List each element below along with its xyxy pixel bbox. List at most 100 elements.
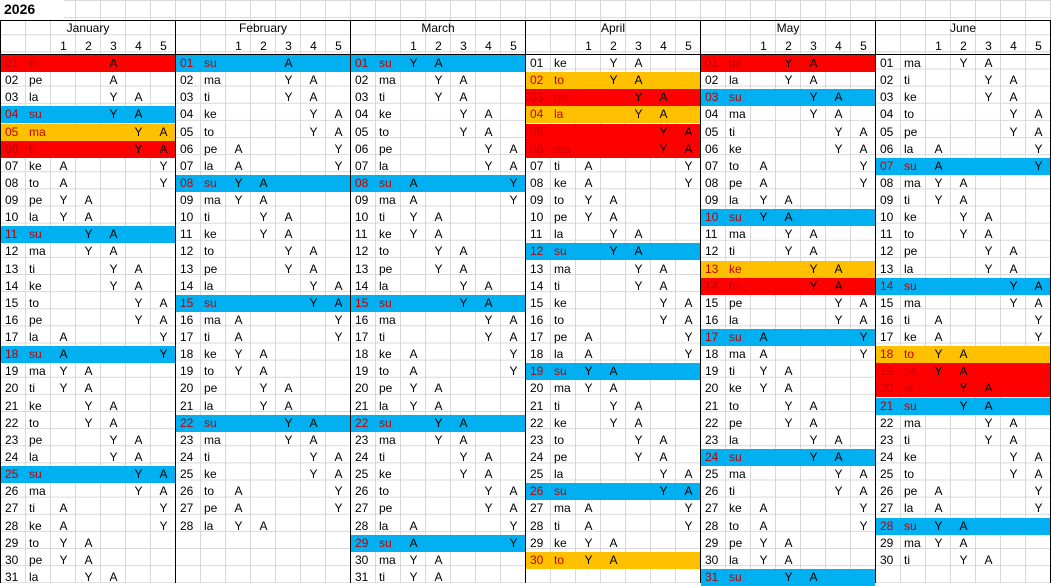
schedule-mark[interactable] [751,312,776,329]
schedule-mark[interactable] [776,432,801,449]
schedule-mark[interactable] [151,552,176,569]
schedule-mark[interactable] [776,466,801,483]
day-row[interactable]: 28 ke A Y [1,518,175,535]
schedule-mark[interactable] [126,329,151,346]
schedule-mark[interactable] [251,55,276,72]
schedule-mark[interactable] [151,449,176,466]
day-row[interactable]: 06 ti Y A [1,140,175,158]
schedule-mark[interactable]: A [134,107,143,122]
schedule-mark[interactable]: Y [634,107,643,122]
schedule-mark[interactable]: Y [509,193,518,208]
schedule-mark[interactable] [976,192,1001,209]
day-row[interactable]: 26 ti Y A [701,483,875,500]
schedule-mark[interactable]: Y [659,141,668,156]
day-row[interactable]: 04 to Y A [876,106,1050,123]
schedule-mark[interactable] [476,89,501,106]
schedule-mark[interactable] [1026,398,1051,415]
schedule-mark[interactable]: A [684,141,693,156]
schedule-mark[interactable]: A [484,124,493,139]
schedule-mark[interactable]: A [934,501,943,516]
day-row[interactable]: 13 ti Y A [1,261,175,278]
schedule-mark[interactable] [151,432,176,449]
day-row[interactable]: 31 ti Y A [351,569,525,586]
schedule-mark[interactable] [501,89,526,106]
schedule-mark[interactable] [151,72,176,89]
schedule-mark[interactable] [501,569,526,586]
schedule-mark[interactable] [126,72,151,89]
schedule-mark[interactable]: A [84,193,93,208]
schedule-mark[interactable]: A [959,364,968,379]
schedule-mark[interactable] [451,518,476,535]
schedule-mark[interactable] [851,380,876,397]
schedule-mark[interactable] [801,192,826,209]
schedule-mark[interactable]: A [584,158,593,173]
schedule-mark[interactable] [51,398,76,415]
schedule-mark[interactable] [451,483,476,500]
schedule-mark[interactable] [251,295,276,312]
schedule-mark[interactable]: Y [659,295,668,310]
schedule-mark[interactable] [976,106,1001,123]
schedule-mark[interactable]: A [634,56,643,70]
schedule-mark[interactable]: Y [134,467,143,482]
schedule-mark[interactable] [926,106,951,123]
schedule-mark[interactable] [476,55,501,72]
schedule-mark[interactable] [126,175,151,192]
schedule-mark[interactable] [1001,55,1026,72]
schedule-mark[interactable]: A [959,518,968,533]
schedule-mark[interactable]: A [659,449,668,464]
schedule-mark[interactable] [326,518,351,535]
schedule-mark[interactable] [276,346,301,363]
day-row[interactable]: 12 to Y A [176,243,350,260]
schedule-mark[interactable]: Y [84,398,93,413]
schedule-mark[interactable] [326,72,351,89]
schedule-mark[interactable]: A [984,552,993,567]
schedule-mark[interactable] [126,398,151,415]
schedule-mark[interactable]: Y [59,381,68,396]
schedule-mark[interactable] [226,124,251,141]
schedule-mark[interactable] [401,243,426,260]
schedule-mark[interactable]: Y [484,141,493,156]
schedule-mark[interactable] [826,158,851,175]
schedule-mark[interactable]: A [309,73,318,88]
schedule-mark[interactable] [826,518,851,535]
day-row[interactable]: 03 su Y A [701,89,875,107]
schedule-mark[interactable] [76,106,101,123]
schedule-mark[interactable] [1026,226,1051,243]
schedule-mark[interactable] [401,72,426,89]
schedule-mark[interactable] [951,278,976,295]
schedule-mark[interactable] [276,312,301,329]
schedule-mark[interactable] [801,329,826,346]
schedule-mark[interactable]: Y [784,415,793,430]
schedule-mark[interactable]: A [409,518,418,533]
schedule-mark[interactable] [451,226,476,243]
schedule-mark[interactable]: A [609,193,618,208]
schedule-mark[interactable]: Y [59,364,68,379]
schedule-mark[interactable] [826,346,851,363]
schedule-mark[interactable] [101,363,126,380]
schedule-mark[interactable] [451,380,476,397]
schedule-mark[interactable] [751,55,776,72]
schedule-mark[interactable] [101,175,126,192]
schedule-mark[interactable]: Y [409,210,418,225]
schedule-mark[interactable] [1026,432,1051,449]
schedule-mark[interactable] [226,226,251,243]
schedule-mark[interactable] [276,175,301,192]
schedule-mark[interactable] [501,432,526,449]
schedule-mark[interactable] [126,55,151,72]
day-row[interactable]: 28 la A Y [351,518,525,535]
schedule-mark[interactable] [926,226,951,243]
schedule-mark[interactable] [976,346,1001,363]
schedule-mark[interactable] [451,500,476,517]
schedule-mark[interactable] [1001,141,1026,158]
schedule-mark[interactable]: A [584,501,593,516]
day-row[interactable]: 25 ma Y A [701,466,875,483]
schedule-mark[interactable]: Y [509,535,518,550]
schedule-mark[interactable] [626,175,651,192]
schedule-mark[interactable]: A [109,73,118,88]
schedule-mark[interactable] [426,449,451,466]
day-row[interactable]: 07 ke A Y [1,158,175,175]
schedule-mark[interactable]: A [159,312,168,327]
schedule-mark[interactable] [76,55,101,72]
schedule-mark[interactable]: A [134,432,143,447]
schedule-mark[interactable] [51,483,76,500]
